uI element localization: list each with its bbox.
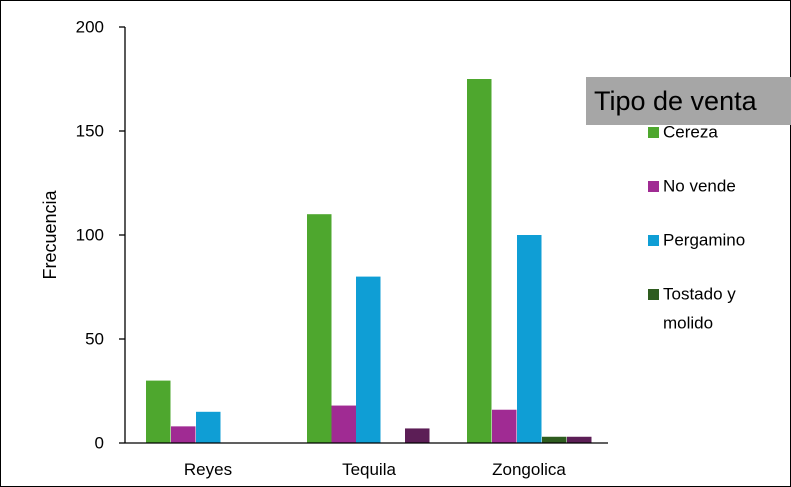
legend-swatch [648,181,659,192]
y-tick-label: 50 [85,330,104,349]
bar-reyes-series-2 [171,426,196,443]
y-tick-label: 150 [76,122,104,141]
x-tick-label: Reyes [184,460,232,479]
y-axis-ticks: 0 50 100 150 200 [76,18,125,453]
bar-reyes-series-1 [146,380,171,443]
y-axis-title: Frecuencia [40,189,60,279]
bar-reyes-series-3 [196,411,221,443]
x-tick-label: Tequila [342,460,396,479]
bar-tequila-series-5 [405,428,430,443]
legend-label: Tostado y [663,285,736,304]
legend-label: Pergamino [663,231,745,250]
y-tick-label: 200 [76,18,104,37]
legend-title-background [586,77,791,125]
legend-label: Cereza [663,123,718,142]
legend: Tipo de venta Cereza No vende Pergamino Tos… [586,77,791,333]
bar-zongolica-series-2 [492,409,517,443]
bar-tequila-series-3 [356,276,381,443]
plot-area [146,79,592,443]
legend-swatch [648,127,659,138]
bar-tequila-series-1 [307,214,332,443]
legend-title: Tipo de venta [594,86,758,116]
y-tick-label: 0 [95,434,104,453]
legend-label-line2: molido [663,314,713,333]
bar-tequila-series-2 [331,405,356,443]
bar-zongolica-series-3 [517,235,542,443]
bar-zongolica-series-4 [542,436,567,443]
x-tick-label: Zongolica [492,460,566,479]
bar-zongolica-series-5 [567,436,592,443]
legend-swatch [648,289,659,300]
x-axis-ticks: Reyes Tequila Zongolica [184,460,566,479]
y-tick-label: 100 [76,226,104,245]
legend-label: No vende [663,177,736,196]
bar-zongolica-series-1 [467,79,492,443]
legend-swatch [648,235,659,246]
